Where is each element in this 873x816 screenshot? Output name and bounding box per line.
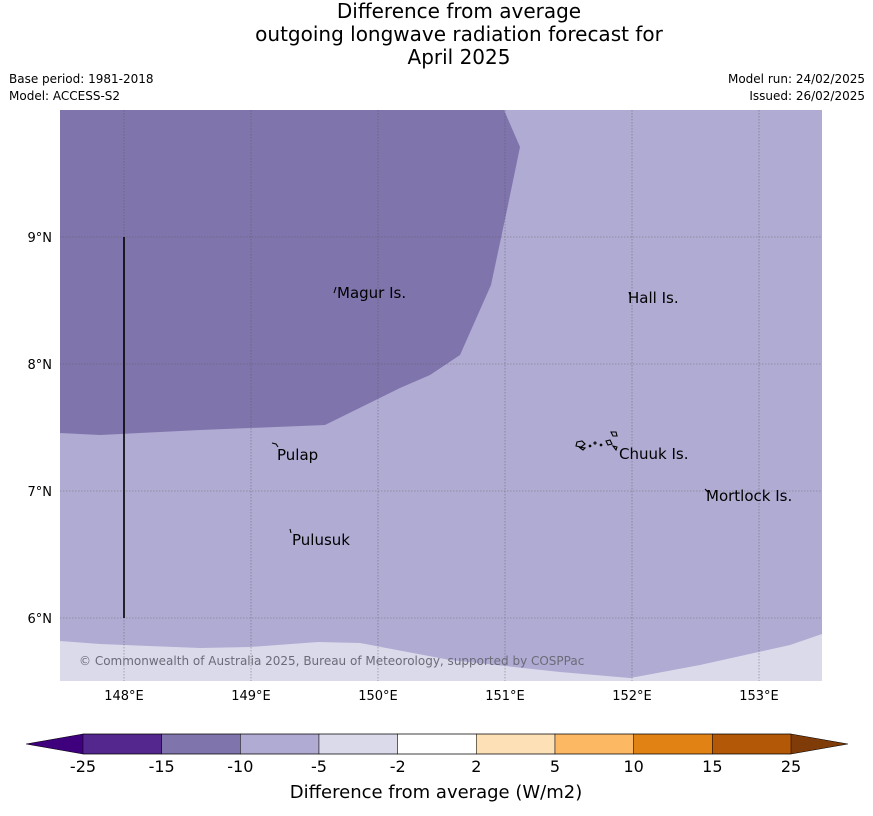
place-labels: Magur Is. Hall Is. Pulap Chuuk Is. Mortl…: [277, 284, 792, 549]
colorbar-tick-label: 5: [550, 757, 560, 776]
island-mortlock: [704, 488, 709, 493]
colorbar-tick-label: 25: [781, 757, 801, 776]
lon-tick-label: 148°E: [104, 689, 144, 704]
island-hall: [628, 291, 631, 296]
place-label-magur: Magur Is.: [337, 284, 406, 302]
place-label-mortlock: Mortlock Is.: [706, 487, 792, 505]
lat-tick-label: 6°N: [28, 612, 53, 627]
place-label-chuuk: Chuuk Is.: [619, 445, 688, 463]
anomaly-region-very-low: [60, 110, 520, 435]
lat-axis: 9°N 8°N 7°N 6°N: [28, 231, 53, 627]
colorbar-outline: [25, 733, 849, 755]
colorbar-swatch: [161, 733, 241, 755]
meta-left: Base period: 1981-2018 Model: ACCESS-S2: [9, 71, 154, 105]
issued-date: Issued: 26/02/2025: [749, 89, 865, 103]
colorbar-over-arrow: [791, 734, 848, 754]
colorbar-tick-label: 15: [702, 757, 722, 776]
colorbar-tick-label: 2: [471, 757, 481, 776]
colorbar-tick-labels: -25 -15 -10 -5 -2 2 5 10 15 25: [70, 757, 801, 776]
title-line-1: Difference from average: [336, 0, 582, 23]
lon-tick-label: 149°E: [231, 689, 271, 704]
colorbar-tick-label: -5: [311, 757, 327, 776]
colorbar-swatch: [397, 733, 477, 755]
title-line-2: outgoing longwave radiation forecast for: [255, 22, 663, 46]
colorbar-swatch: [633, 733, 713, 755]
colorbar-tick-label: -2: [390, 757, 406, 776]
colorbar-tick-label: -15: [149, 757, 175, 776]
place-label-pulap: Pulap: [277, 446, 318, 464]
island-magur: [333, 286, 337, 294]
lat-tick-label: 8°N: [28, 358, 53, 373]
place-label-pulusuk: Pulusuk: [292, 531, 350, 549]
lon-tick-label: 152°E: [612, 689, 652, 704]
anomaly-region-near-zero: [60, 634, 822, 681]
colorbar-swatch: [712, 733, 792, 755]
island-outlines: [271, 286, 709, 534]
colorbar-swatch: [554, 733, 634, 755]
colorbar-swatches: [82, 733, 792, 755]
base-period: Base period: 1981-2018: [9, 72, 154, 86]
lat-tick-label: 7°N: [28, 485, 53, 500]
colorbar-swatch: [476, 733, 556, 755]
lon-axis: 148°E 149°E 150°E 151°E 152°E 153°E: [104, 689, 779, 704]
map-panel: Magur Is. Hall Is. Pulap Chuuk Is. Mortl…: [60, 110, 822, 681]
map-title: Difference from average outgoing longwav…: [0, 0, 873, 69]
model-name: Model: ACCESS-S2: [9, 89, 121, 103]
lon-tick-label: 150°E: [358, 689, 398, 704]
place-label-hall: Hall Is.: [628, 289, 679, 307]
lon-tick-label: 153°E: [739, 689, 779, 704]
island-pulusuk: [289, 528, 292, 534]
colorbar-under-arrow: [26, 734, 83, 754]
meta-right: Model run: 24/02/2025 Issued: 26/02/2025: [728, 71, 865, 105]
colorbar-tick-label: -25: [70, 757, 96, 776]
title-line-3: April 2025: [407, 45, 511, 69]
colorbar-swatch: [318, 733, 398, 755]
colorbar-swatch: [240, 733, 320, 755]
copyright-text: © Commonwealth of Australia 2025, Bureau…: [79, 654, 584, 668]
model-run: Model run: 24/02/2025: [727, 72, 865, 86]
lon-tick-label: 151°E: [485, 689, 525, 704]
island-pulap: [271, 442, 279, 448]
colorbar-swatch: [82, 733, 162, 755]
colorbar-label: Difference from average (W/m2): [290, 782, 582, 803]
colorbar-tick-label: -10: [227, 757, 253, 776]
colorbar: -25 -15 -10 -5 -2 2 5 10 15 25: [25, 733, 849, 776]
colorbar-tick-label: 10: [623, 757, 643, 776]
island-chuuk: [575, 431, 618, 452]
lat-tick-label: 9°N: [28, 231, 53, 246]
